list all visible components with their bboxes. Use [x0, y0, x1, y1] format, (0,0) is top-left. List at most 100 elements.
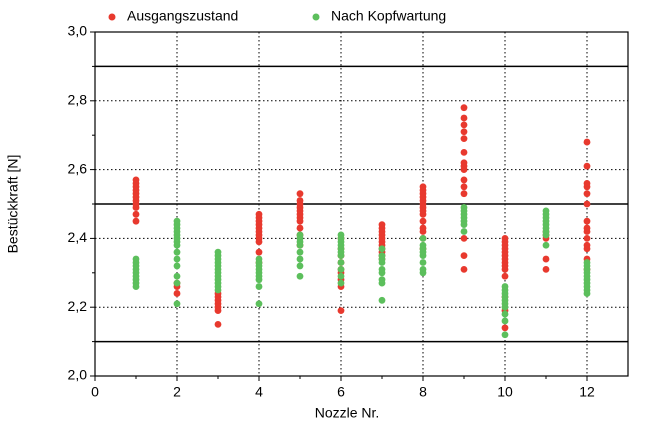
point	[583, 235, 591, 242]
legend-marker	[108, 13, 116, 21]
x-tick-label: 6	[337, 384, 345, 400]
plot-frame	[94, 31, 629, 377]
y-tick-label: 2,0	[68, 367, 88, 383]
point	[378, 252, 386, 259]
legend-label: Nach Kopfwartung	[331, 8, 446, 24]
point	[173, 262, 181, 270]
point	[460, 128, 468, 136]
point	[296, 197, 304, 204]
point	[419, 224, 427, 232]
point	[255, 210, 263, 218]
point	[173, 217, 181, 225]
point	[583, 138, 591, 146]
point	[132, 255, 140, 263]
point	[419, 241, 427, 249]
x-tick-label: 10	[497, 384, 513, 400]
point	[337, 265, 345, 273]
point	[337, 307, 345, 315]
point	[583, 190, 591, 198]
x-tick-label: 2	[173, 384, 181, 400]
point	[296, 231, 304, 239]
point	[132, 176, 140, 184]
point	[255, 248, 263, 256]
point	[419, 259, 427, 266]
point	[583, 200, 591, 208]
point	[337, 272, 345, 280]
y-tick-label: 2,8	[68, 92, 88, 108]
point	[501, 310, 509, 318]
point	[132, 217, 140, 225]
point	[460, 114, 468, 122]
x-tick-label: 8	[419, 384, 427, 400]
x-tick-label: 0	[91, 384, 99, 400]
point	[419, 217, 427, 225]
point	[501, 272, 509, 280]
point	[255, 255, 263, 263]
legend-label: Ausgangszustand	[127, 8, 238, 24]
point	[419, 235, 427, 242]
point	[173, 248, 181, 256]
point	[378, 276, 386, 284]
point	[460, 265, 468, 273]
point	[378, 296, 386, 304]
x-axis-label: Nozzle Nr.	[315, 405, 380, 421]
point	[460, 204, 468, 211]
point	[296, 190, 304, 198]
point	[460, 159, 468, 167]
point	[460, 228, 468, 235]
point	[583, 241, 591, 249]
y-tick-label: 3,0	[68, 23, 88, 39]
point	[542, 265, 550, 273]
point	[460, 121, 468, 129]
point	[337, 231, 345, 239]
point	[378, 221, 386, 229]
point	[214, 321, 222, 328]
point	[419, 265, 427, 273]
point	[337, 279, 345, 287]
point	[173, 255, 181, 263]
point	[501, 324, 509, 332]
point	[542, 241, 550, 249]
point	[296, 262, 304, 270]
point	[583, 224, 591, 232]
y-axis-label: Bestückkraft [N]	[5, 155, 21, 254]
point	[460, 135, 468, 143]
point	[255, 283, 263, 290]
point	[460, 183, 468, 191]
point	[296, 255, 304, 263]
y-tick-label: 2,6	[68, 160, 88, 176]
point	[173, 272, 181, 280]
point	[460, 149, 468, 156]
point	[501, 331, 509, 339]
legend-marker	[312, 13, 320, 21]
point	[501, 317, 509, 325]
point	[378, 265, 386, 273]
point	[583, 259, 591, 266]
x-tick-label: 4	[255, 384, 263, 400]
point	[419, 183, 427, 191]
y-tick-label: 2,4	[68, 229, 88, 245]
point	[583, 162, 591, 170]
point	[460, 104, 468, 112]
point	[378, 245, 386, 253]
point	[173, 279, 181, 287]
x-tick-label: 12	[579, 384, 595, 400]
point	[542, 255, 550, 263]
point	[460, 176, 468, 184]
point	[583, 217, 591, 225]
point	[255, 300, 263, 308]
point	[460, 235, 468, 242]
point	[542, 207, 550, 215]
point	[296, 224, 304, 232]
point	[296, 248, 304, 256]
point	[501, 283, 509, 290]
point	[583, 179, 591, 187]
y-tick-label: 2,2	[68, 298, 88, 314]
point	[173, 290, 181, 297]
point	[132, 210, 140, 218]
point	[337, 259, 345, 266]
point	[296, 272, 304, 280]
point	[214, 248, 222, 256]
point	[501, 235, 509, 242]
